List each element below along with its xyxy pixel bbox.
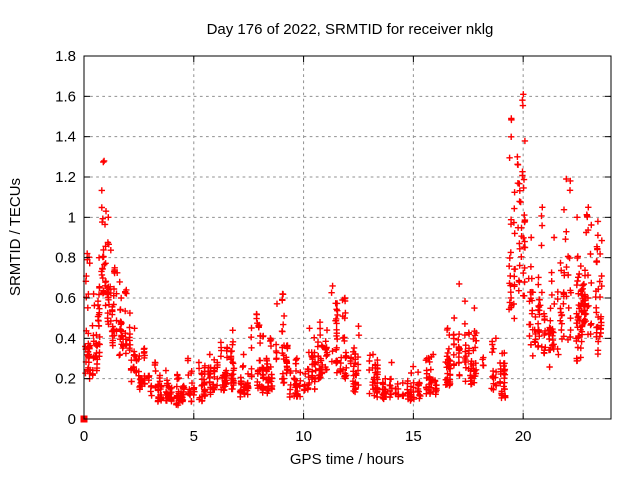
x-tick-label: 5 <box>190 428 198 445</box>
x-axis-label: GPS time / hours <box>290 451 404 468</box>
x-tick-label: 20 <box>515 428 532 445</box>
y-tick-label: 0.6 <box>55 290 76 307</box>
y-tick-label: 0 <box>68 411 76 428</box>
y-tick-label: 0.8 <box>55 250 76 267</box>
gridlines <box>84 56 611 419</box>
y-tick-label: 1 <box>68 209 76 226</box>
chart-title: Day 176 of 2022, SRMTID for receiver nkl… <box>207 21 494 38</box>
y-tick-label: 1.2 <box>55 169 76 186</box>
plot-border <box>83 55 612 420</box>
y-tick-label: 0.4 <box>55 330 76 347</box>
tick-labels: 0 0.2 0.4 0.6 0.8 1 1.2 1.4 1.6 1.8 0 5 10 15 20 <box>55 48 531 445</box>
x-tick-label: 10 <box>295 428 312 445</box>
y-tick-label: 1.6 <box>55 88 76 105</box>
y-axis-label: SRMTID / TECUs <box>7 178 24 296</box>
x-tick-label: 15 <box>405 428 422 445</box>
data-points-series <box>80 91 605 423</box>
tick-marks <box>83 55 611 420</box>
x-tick-label: 0 <box>80 428 88 445</box>
y-tick-label: 1.8 <box>55 48 76 65</box>
scatter-plus-markers <box>82 91 605 409</box>
y-tick-label: 0.2 <box>55 371 76 388</box>
y-tick-label: 1.4 <box>55 129 76 146</box>
